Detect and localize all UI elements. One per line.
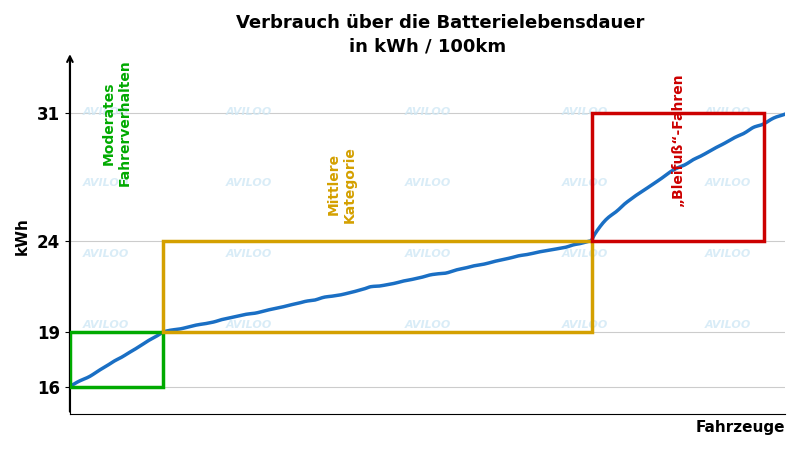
Text: AVILOO: AVILOO [404,178,450,188]
Text: AVILOO: AVILOO [562,178,608,188]
Text: AVILOO: AVILOO [562,320,608,330]
Bar [592,113,763,241]
Text: AVILOO: AVILOO [705,320,751,330]
Bar [163,241,592,332]
Text: AVILOO: AVILOO [562,107,608,117]
Text: AVILOO: AVILOO [82,320,129,330]
Text: AVILOO: AVILOO [404,320,450,330]
Bar [70,332,163,387]
Y-axis label: kWh: kWh [15,217,30,256]
Text: AVILOO: AVILOO [82,107,129,117]
Text: Moderates
Fahrerverhalten: Moderates Fahrerverhalten [102,59,131,186]
Text: AVILOO: AVILOO [82,249,129,259]
Text: Mittlere
Kategorie: Mittlere Kategorie [326,146,357,223]
Text: AVILOO: AVILOO [82,178,129,188]
Text: AVILOO: AVILOO [226,320,272,330]
Text: „Bleifuß“-Fahren: „Bleifuß“-Fahren [670,73,685,207]
Text: AVILOO: AVILOO [404,249,450,259]
Text: AVILOO: AVILOO [226,249,272,259]
Text: Verbrauch über die Batterielebensdauer: Verbrauch über die Batterielebensdauer [236,14,644,32]
Text: AVILOO: AVILOO [404,107,450,117]
Text: AVILOO: AVILOO [226,107,272,117]
Text: AVILOO: AVILOO [705,178,751,188]
Text: AVILOO: AVILOO [562,249,608,259]
X-axis label: Fahrzeuge: Fahrzeuge [695,420,785,435]
Text: AVILOO: AVILOO [226,178,272,188]
Text: AVILOO: AVILOO [705,107,751,117]
Text: AVILOO: AVILOO [705,249,751,259]
Title: in kWh / 100km: in kWh / 100km [349,37,506,55]
